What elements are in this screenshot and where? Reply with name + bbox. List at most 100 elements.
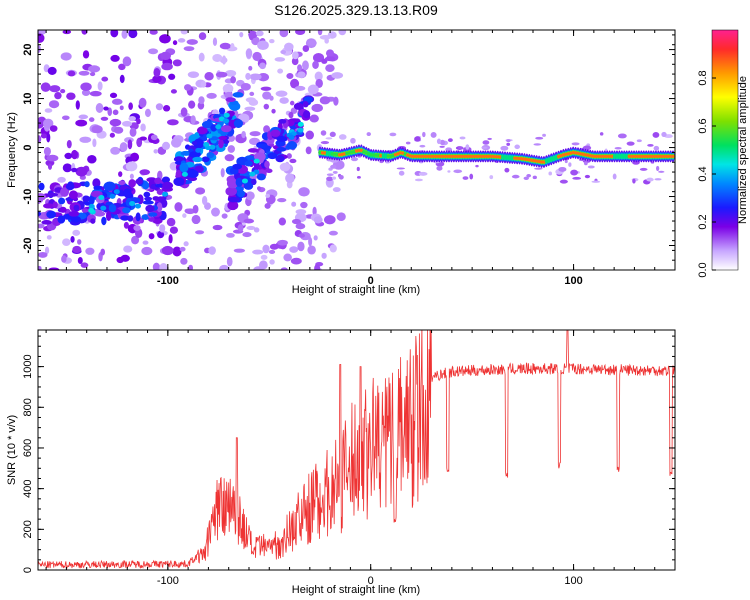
spectrogram-cell (335, 153, 339, 157)
spectrogram-cell (532, 175, 537, 180)
spectrogram-cell (257, 40, 269, 51)
spectrogram-cell (75, 100, 80, 110)
spectrogram-cell (172, 59, 182, 67)
spectrogram-cell (264, 160, 270, 169)
spectrogram-cell (558, 166, 567, 172)
spectrogram-cell (487, 137, 492, 140)
snr-xtick-label: 0 (368, 575, 374, 587)
spectrogram-cell (556, 155, 561, 159)
spectrogram-cell (356, 175, 361, 179)
spectrogram-cell (156, 188, 164, 195)
spectrogram-cell (430, 154, 434, 158)
spectrogram-cell (212, 53, 223, 62)
spectrogram-cell (297, 121, 304, 127)
spectrogram-cell (651, 154, 656, 158)
spectrogram-cell (195, 187, 206, 195)
spectrogram-cell (291, 57, 299, 66)
spectrogram-cell (323, 215, 336, 225)
spectrogram-cell (325, 137, 333, 140)
spectrogram-cell (66, 139, 72, 149)
spectrogram-cell (179, 162, 189, 173)
spectrogram-cell (173, 177, 185, 186)
spectrogram-cell (570, 169, 579, 176)
spectrogram-cell (386, 154, 390, 158)
spectrogram-cell (38, 44, 41, 54)
spectrogram-cell (47, 66, 57, 75)
spectrogram-cell (85, 247, 95, 255)
spectrogram-cell (571, 142, 580, 146)
spectrogram-ytick-label: -10 (22, 189, 34, 205)
spectrogram-cell (506, 142, 511, 146)
spectrogram-cell (210, 124, 217, 132)
spectrogram-cell (325, 49, 335, 57)
spectrogram-cell (90, 218, 96, 224)
spectrogram-cell (581, 152, 585, 156)
spectrogram-cell (78, 70, 90, 76)
spectrogram-cell (172, 246, 182, 257)
spectrogram-cell (38, 265, 42, 270)
spectrogram-cell (291, 218, 301, 225)
spectrogram-cell (180, 30, 188, 35)
spectrogram-cell (406, 153, 410, 157)
spectrogram-cell (289, 158, 297, 164)
spectrogram-cell (225, 69, 237, 77)
spectrogram-cell (46, 154, 59, 162)
spectrogram-cell (440, 154, 444, 158)
spectrogram-cell (204, 72, 214, 81)
spectrogram-cell (465, 144, 470, 150)
spectrogram-cell (92, 138, 97, 148)
spectrogram-cell (627, 154, 631, 158)
spectrogram-cell (453, 169, 463, 174)
spectrogram-cell (171, 138, 182, 148)
spectrogram-cell (286, 153, 292, 159)
spectrogram-cell (354, 149, 359, 153)
spectrogram-cell (432, 154, 437, 158)
spectrogram-cell (277, 198, 287, 203)
snr-ytick-label: 400 (22, 479, 34, 497)
spectrogram-cell (568, 162, 572, 167)
spectrogram-cell (583, 161, 588, 166)
spectrogram-cell (297, 71, 306, 79)
spectrogram-cell (389, 132, 397, 137)
spectrogram-cell (279, 162, 291, 172)
spectrogram-cell (288, 134, 295, 140)
spectrogram-cell (58, 197, 66, 205)
spectrogram-cell (232, 163, 243, 170)
spectrogram-cell (111, 98, 123, 105)
spectrogram-cell (286, 141, 298, 150)
spectrogram-cell (391, 154, 395, 158)
spectrogram-cell (135, 212, 141, 222)
spectrogram-cell (654, 154, 658, 158)
spectrogram-cell (211, 207, 220, 217)
spectrogram-cell (118, 171, 123, 177)
spectrogram-cell (263, 103, 270, 110)
spectrogram-cell (654, 178, 662, 181)
spectrogram-cell (110, 30, 119, 38)
spectrogram-cell (280, 267, 288, 270)
spectrogram-cell (81, 208, 89, 213)
spectrogram-cell (118, 63, 126, 71)
spectrogram-cell (328, 152, 332, 156)
spectrogram-cell (295, 30, 306, 36)
spectrogram-cell (329, 131, 336, 138)
spectrogram-cell (489, 175, 494, 180)
spectrogram-cell (292, 51, 299, 60)
spectrogram-cell (418, 171, 428, 176)
spectrogram-cell (75, 166, 88, 177)
spectrogram-cell (101, 76, 109, 82)
spectrogram-cell (109, 118, 122, 127)
spectrogram-cell (276, 147, 287, 152)
spectrogram-cell (647, 143, 654, 147)
spectrogram-cell (284, 42, 294, 52)
spectrogram-cell (610, 154, 614, 158)
spectrogram-cell (503, 155, 507, 159)
spectrogram-cell (615, 154, 619, 158)
spectrogram-cell (626, 141, 635, 146)
colorbar-ticks: 0.0 0.2 0.4 0.6 0.8 (697, 70, 716, 278)
spectrogram-cell (584, 174, 591, 179)
spectrogram-cell (413, 154, 417, 158)
spectrogram-cell (169, 226, 179, 234)
snr-series-line (38, 330, 675, 570)
spectrogram-xlabel: Height of straight line (km) (292, 284, 420, 296)
spectrogram-cell (634, 154, 639, 158)
